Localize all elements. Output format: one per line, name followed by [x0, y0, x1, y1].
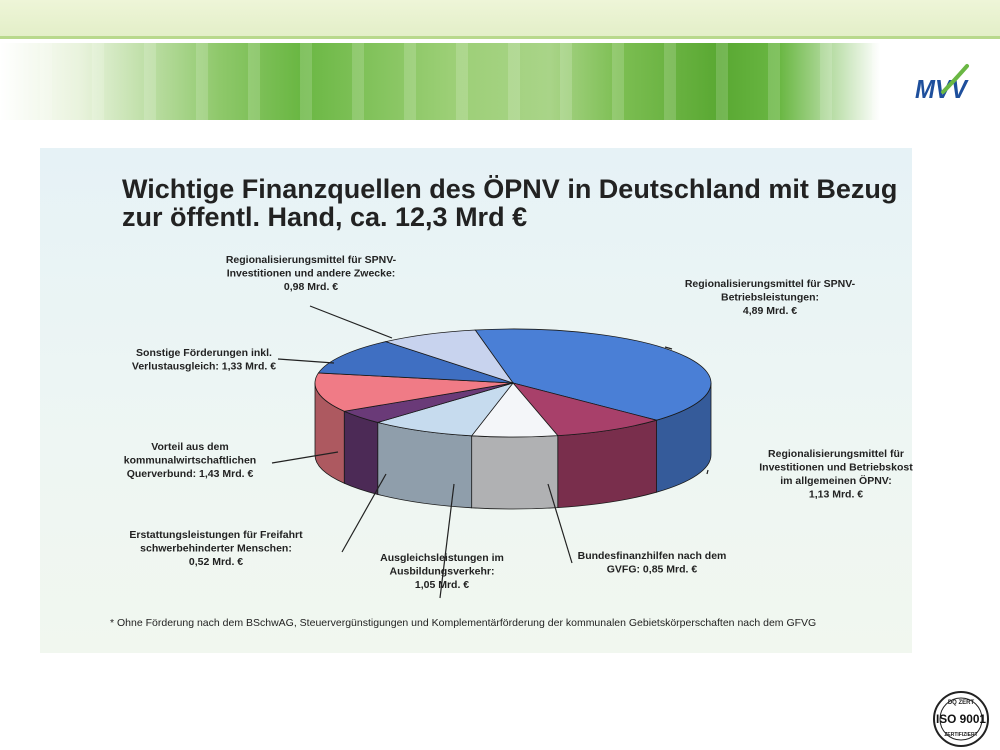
- slice-label-1-line-1: Investitionen und Betriebskost: [759, 462, 913, 474]
- mvv-logo: MVV: [915, 64, 969, 104]
- header-top-strip: [0, 0, 1000, 36]
- slice-labels: Regionalisierungsmittel für SPNV- Betrieb…: [124, 254, 913, 591]
- slice-label-6: Sonstige Förderungen inkl. Verlustausglei…: [132, 347, 276, 373]
- slice-label-0-line-0: Regionalisierungsmittel für SPNV-: [685, 278, 856, 290]
- slice-label-2-line-1: GVFG: 0,85 Mrd. €: [607, 564, 698, 576]
- slice-label-3-line-0: Ausgleichsleistungen im: [380, 552, 504, 564]
- header-band-stripes: [0, 43, 1000, 120]
- leader-line-1: [706, 469, 709, 475]
- leader-line-7: [309, 305, 393, 339]
- slice-label-6-line-0: Sonstige Förderungen inkl.: [136, 347, 272, 359]
- slice-label-2: Bundesfinanzhilfen nach dem GVFG: 0,85 Mr…: [578, 550, 727, 576]
- slice-label-5-line-1: kommunalwirtschaftlichen: [124, 455, 256, 467]
- header-divider: [0, 36, 1000, 39]
- pie-side-2: [471, 435, 559, 510]
- iso-badge-top: DQ ZERT: [948, 700, 975, 706]
- pie-slice-7: [384, 329, 515, 384]
- mvv-logo-text: MVV: [915, 74, 969, 104]
- slice-label-5-line-0: Vorteil aus dem: [151, 441, 228, 453]
- leader-lines: [271, 305, 709, 599]
- slice-label-3-line-1: Ausbildungsverkehr:: [389, 566, 494, 578]
- iso-9001-badge: DQ ZERT ISO 9001 ZERTIFIZIERT: [933, 691, 989, 747]
- slice-label-4-line-0: Erstattungsleistungen für Freifahrt: [129, 529, 303, 541]
- slice-label-4: Erstattungsleistungen für Freifahrt schwe…: [129, 529, 303, 568]
- slice-label-6-line-1: Verlustausgleich: 1,33 Mrd. €: [132, 361, 276, 373]
- slice-label-4-line-2: 0,52 Mrd. €: [189, 556, 243, 568]
- slice-label-5: Vorteil aus dem kommunalwirtschaftlichen Q…: [124, 441, 256, 480]
- pie-tops: [314, 328, 712, 438]
- pie-slice-0: [474, 328, 712, 421]
- slice-label-7: Regionalisierungsmittel für SPNV- Investi…: [226, 254, 397, 293]
- leader-line-4: [341, 473, 387, 553]
- pie-side-4: [343, 410, 379, 495]
- slice-label-7-line-2: 0,98 Mrd. €: [284, 281, 338, 293]
- iso-badge-bottom: ZERTIFIZIERT: [944, 732, 977, 738]
- slice-label-7-line-0: Regionalisierungsmittel für SPNV-: [226, 254, 397, 266]
- pie-slice-1: [511, 382, 659, 437]
- leader-line-2: [547, 483, 573, 564]
- pie-slice-5: [314, 372, 514, 412]
- header-band: [0, 43, 1000, 120]
- leader-line-0: [664, 346, 673, 350]
- slice-label-1-line-2: im allgemeinen ÖPNV:: [780, 474, 891, 487]
- slice-label-3: Ausgleichsleistungen im Ausbildungsverkeh…: [380, 552, 504, 591]
- pie-sides: [314, 382, 712, 510]
- iso-badge-main: ISO 9001: [936, 712, 986, 726]
- slice-label-0: Regionalisierungsmittel für SPNV- Betrieb…: [685, 278, 856, 317]
- slice-label-1-line-0: Regionalisierungsmittel für: [768, 448, 904, 460]
- footnote: * Ohne Förderung nach dem BSchwAG, Steue…: [110, 617, 817, 629]
- slice-label-0-line-2: 4,89 Mrd. €: [743, 305, 797, 317]
- leader-line-5: [271, 451, 339, 464]
- leader-line-3: [439, 483, 455, 599]
- leader-line-6: [277, 358, 335, 364]
- pie-slice-3: [376, 382, 515, 437]
- slice-label-2-line-0: Bundesfinanzhilfen nach dem: [578, 550, 727, 562]
- slice-label-5-line-2: Querverbund: 1,43 Mrd. €: [127, 468, 254, 480]
- slice-label-1: Regionalisierungsmittel für Investitionen…: [759, 448, 913, 501]
- slice-label-1-line-3: 1,13 Mrd. €: [809, 489, 863, 501]
- slice-label-3-line-2: 1,05 Mrd. €: [415, 579, 469, 591]
- pie-slice-6: [317, 341, 514, 384]
- chart-title: Wichtige Finanzquellen des ÖPNV in Deuts…: [122, 174, 898, 232]
- slice-label-7-line-1: Investitionen und andere Zwecke:: [227, 268, 396, 280]
- mvv-logo-swoosh: [941, 64, 969, 94]
- slice-label-4-line-1: schwerbehinderter Menschen:: [140, 543, 292, 555]
- slice-label-0-line-1: Betriebsleistungen:: [721, 292, 819, 304]
